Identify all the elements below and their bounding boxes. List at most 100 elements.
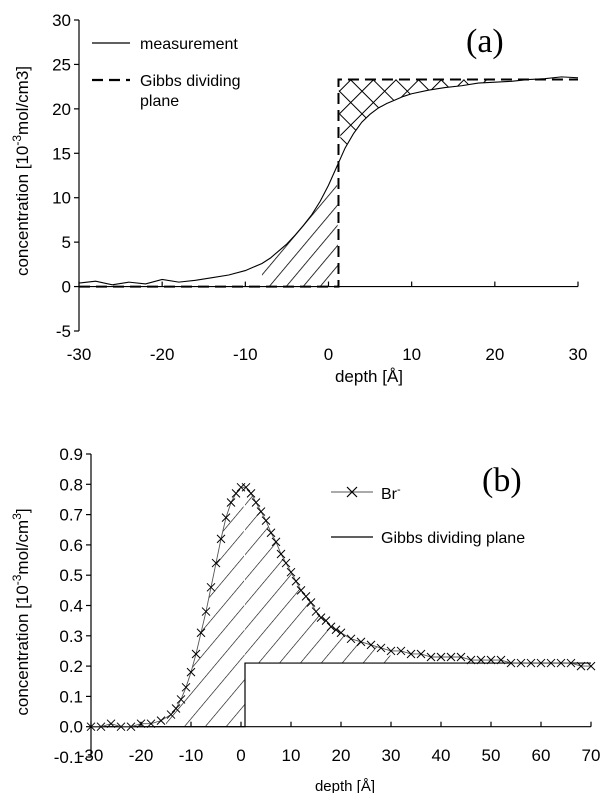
chart-b-br-point [496, 655, 506, 665]
chart-b-br-point [116, 722, 126, 732]
chart-b-br-point [181, 682, 191, 692]
chart-a-series-gibbs-plane [79, 78, 578, 288]
chart-a-x-ticks: -30 -20 -10 0 10 20 30 [67, 281, 588, 364]
chart-b-y-tick-label: 0.6 [59, 536, 83, 555]
chart-a-y-axis-title: concentration [10-3mol/cm3] [10, 66, 32, 276]
chart-b-br-point [416, 649, 426, 659]
chart-b-br-point [356, 637, 366, 647]
chart-a-legend: measurement Gibbs dividing plane [92, 36, 241, 110]
chart-b-br-point [96, 722, 106, 732]
chart-b-legend-br-marker [346, 486, 358, 498]
chart-b-br-point [201, 607, 211, 616]
chart-b-br-point [556, 658, 566, 668]
chart-a-panel-label: (a) [466, 23, 504, 60]
chart-b-series-br-markers [86, 482, 596, 732]
chart-b-y-ticks: -0.1 0.0 0.1 0.2 0.3 0.4 0.5 0.6 0.7 0.8 0.9 [54, 445, 91, 767]
chart-b-y-tick-label: 0.4 [59, 597, 83, 616]
chart-b-x-tick-label: -30 [79, 746, 104, 765]
chart-b-x-tick-label: 40 [432, 746, 451, 765]
chart-b-series-br-line [91, 486, 591, 728]
chart-b-y-tick-label: 0.3 [59, 627, 83, 646]
chart-b-x-tick-label: 70 [582, 746, 601, 765]
chart-b-br-point [176, 695, 186, 704]
chart-a-y-ticks: -5 0 5 10 15 20 25 30 [52, 11, 79, 341]
chart-a-hatch-left-region [261, 166, 339, 287]
chart-b-br-point [446, 652, 456, 662]
chart-a-x-tick-label: -10 [233, 345, 258, 364]
chart-b-y-tick-label: 0.0 [59, 718, 83, 737]
chart-b-br-point [306, 598, 316, 607]
chart-a-series-measurement [78, 76, 579, 286]
chart-b-br-point [211, 558, 221, 568]
chart-b-x-axis-title: depth [Å] [315, 778, 375, 793]
chart-b-axes [90, 454, 591, 757]
chart-b-br-point [231, 489, 241, 498]
chart-b-br-point [426, 652, 436, 662]
chart-b-br-point [246, 489, 256, 498]
chart-a-x-tick-label: 10 [402, 345, 421, 364]
chart-a-x-tick-label: -20 [150, 345, 175, 364]
chart-b-y-tick-label: 0.1 [59, 687, 83, 706]
chart-b-legend-gibbs-label: Gibbs dividing plane [381, 530, 525, 547]
chart-a-y-tick-label: 25 [52, 55, 71, 74]
chart-a-x-axis-title: depth [Å] [335, 367, 403, 386]
chart-b: -0.1 0.0 0.1 0.2 0.3 0.4 0.5 0.6 0.7 0.8 0.9 -30 -2… [10, 445, 600, 793]
chart-b-br-point [331, 625, 341, 635]
chart-b-y-tick-label: 0.5 [59, 566, 83, 585]
chart-b-br-point [476, 655, 486, 665]
chart-b-x-tick-label: 20 [332, 746, 351, 765]
chart-b-br-point [241, 482, 251, 492]
chart-a-y-tick-label: 30 [52, 11, 71, 30]
chart-b-br-point [586, 661, 596, 671]
chart-b-y-tick-label: 0.8 [59, 475, 83, 494]
chart-b-legend-br-label: Br- [381, 484, 401, 503]
chart-a-y-tick-label: 20 [52, 100, 71, 119]
chart-b-hatch-left-region [166, 487, 245, 727]
chart-b-br-point [526, 658, 536, 668]
chart-a: -5 0 5 10 15 20 25 30 -30 -20 -10 0 10 20 30 (a) meas… [10, 11, 587, 386]
chart-b-br-point [186, 667, 196, 677]
chart-b-y-axis-title: concentration [10-3mol/cm3] [10, 508, 32, 715]
chart-b-hatch [166, 487, 391, 727]
chart-a-hatch-right-region [338, 79, 487, 158]
chart-a-x-tick-label: 30 [569, 345, 588, 364]
chart-a-y-tick-label: 5 [62, 233, 71, 252]
chart-b-br-point [296, 585, 306, 595]
chart-b-br-point [221, 513, 231, 522]
chart-b-br-point [396, 646, 406, 656]
chart-b-br-point [406, 649, 416, 659]
chart-b-x-tick-label: 10 [282, 746, 301, 765]
chart-a-x-tick-label: -30 [67, 345, 92, 364]
chart-b-br-point [226, 498, 236, 507]
chart-b-br-point [466, 655, 476, 665]
chart-a-x-tick-label: 20 [485, 345, 504, 364]
chart-b-br-point [326, 622, 336, 632]
chart-b-br-point [171, 704, 181, 713]
chart-b-br-point [456, 652, 466, 662]
chart-b-x-tick-label: 30 [382, 746, 401, 765]
chart-b-br-point [266, 528, 276, 538]
chart-b-br-point [256, 507, 266, 516]
chart-b-y-tick-label: 0.7 [59, 506, 83, 525]
chart-b-br-point [321, 616, 331, 626]
chart-b-x-tick-label: 60 [532, 746, 551, 765]
chart-b-br-point [106, 719, 116, 729]
chart-a-y-tick-label: -5 [56, 322, 71, 341]
chart-a-y-tick-label: 15 [52, 144, 71, 163]
chart-b-x-ticks: -30 -20 -10 0 10 20 30 40 50 60 70 [79, 721, 601, 765]
chart-b-br-point [301, 592, 311, 601]
chart-b-br-point [251, 498, 261, 507]
chart-b-br-point [196, 628, 206, 638]
chart-b-br-point [281, 558, 291, 568]
chart-a-series [78, 76, 579, 288]
chart-b-hatch-right-region [245, 487, 391, 664]
chart-b-br-point [276, 549, 286, 559]
chart-b-y-tick-label: 0.2 [59, 657, 83, 676]
chart-a-legend-measurement-label: measurement [140, 36, 238, 53]
chart-b-series-gibbs-plane [91, 662, 591, 728]
chart-b-x-tick-label: -20 [129, 746, 154, 765]
chart-a-x-tick-label: 0 [324, 345, 333, 364]
chart-b-br-point [546, 658, 556, 668]
chart-b-br-point [311, 607, 321, 616]
